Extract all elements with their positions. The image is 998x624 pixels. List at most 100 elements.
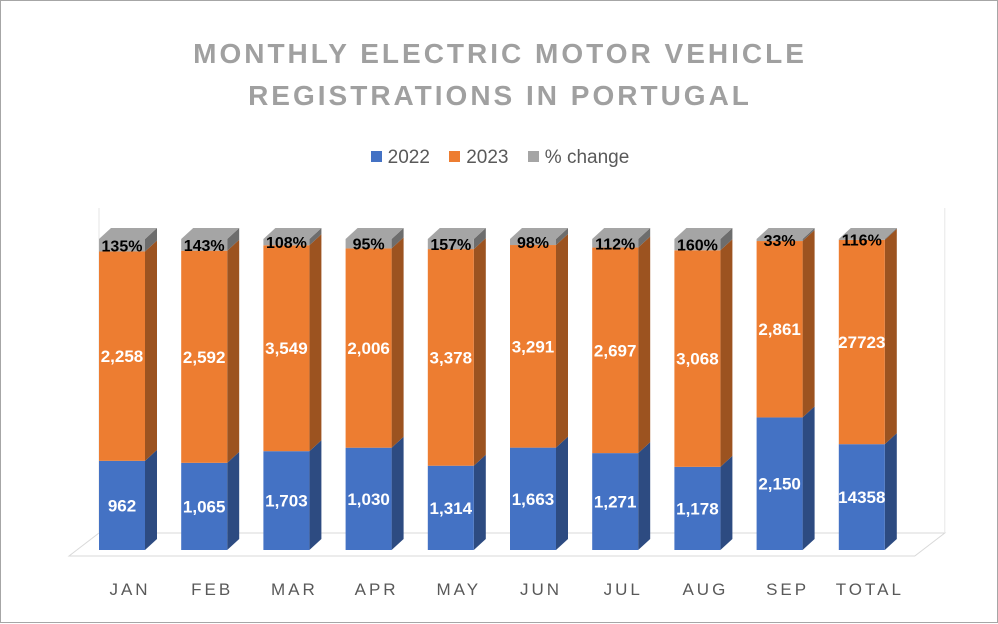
data-label-pct-change-total: 116% <box>842 232 882 249</box>
bar-2022-jun <box>510 447 556 550</box>
bar-side-2023-jun <box>556 234 568 448</box>
bar-side-2022-may <box>473 454 486 550</box>
bar-side-pct-change-sep <box>802 228 815 242</box>
data-label-2022-jun: 1,663 <box>512 490 555 509</box>
bar-side-2022-jun <box>556 436 568 550</box>
bar-side-pct-change-may <box>473 228 486 250</box>
bar-top-jan <box>99 228 157 239</box>
data-label-pct-change-mar: 108% <box>266 235 307 252</box>
legend-item-2022: 2022 <box>370 147 430 169</box>
bar-2022-may <box>427 465 474 550</box>
bar-2022-apr <box>345 447 392 550</box>
legend-swatch-pct-change <box>527 151 539 162</box>
bar-side-pct-change-mar <box>309 228 322 246</box>
bar-2022-aug <box>674 466 721 550</box>
category-label-aug: AUG <box>682 580 728 599</box>
bar-2023-feb <box>181 250 228 463</box>
data-label-2022-jan: 962 <box>108 496 136 515</box>
bar-side-pct-change-jun <box>556 228 568 246</box>
category-label-jun: JUN <box>520 580 562 599</box>
bar-side-pct-change-feb <box>227 228 240 251</box>
data-label-2023-may: 3,378 <box>430 348 473 367</box>
legend-label-2022: 2022 <box>387 147 430 168</box>
bar-side-2022-mar <box>309 440 322 550</box>
data-label-2022-feb: 1,065 <box>183 497 226 516</box>
data-label-2022-sep: 2,150 <box>758 475 801 494</box>
bar-pct-change-total <box>838 239 885 240</box>
data-label-2022-aug: 1,178 <box>676 499 719 518</box>
bar-pct-change-may <box>427 239 474 250</box>
bar-side-2023-feb <box>227 239 240 463</box>
bar-side-2023-total <box>884 228 897 445</box>
bar-side-2022-jan <box>145 449 157 550</box>
data-label-2023-mar: 3,549 <box>265 339 308 358</box>
data-label-2022-mar: 1,703 <box>265 492 308 511</box>
data-label-2022-apr: 1,030 <box>347 490 390 509</box>
bar-side-2022-jul <box>638 442 651 550</box>
category-label-jul: JUL <box>604 580 643 599</box>
data-label-2023-jun: 3,291 <box>512 337 555 356</box>
bar-side-pct-change-jul <box>638 228 651 248</box>
bar-2023-jan <box>99 251 145 461</box>
data-label-2023-jan: 2,258 <box>101 347 144 366</box>
category-label-feb: FEB <box>191 580 233 599</box>
bar-side-pct-change-total <box>884 228 897 240</box>
legend-item-pct-change: % change <box>527 147 629 169</box>
bar-side-2022-sep <box>802 406 815 550</box>
chart-title: MONTHLY ELECTRIC MOTOR VEHICLE REGISTRAT… <box>1 33 998 117</box>
data-label-pct-change-jun: 98% <box>517 235 549 252</box>
data-label-2023-apr: 2,006 <box>347 339 390 358</box>
data-label-pct-change-apr: 95% <box>353 237 385 254</box>
bar-2022-sep <box>756 417 803 550</box>
legend-label-2023: 2023 <box>466 147 509 168</box>
bar-side-2022-total <box>884 433 897 550</box>
bar-top-jun <box>510 228 568 239</box>
bar-2023-sep <box>756 241 803 418</box>
data-label-pct-change-feb: 143% <box>184 238 225 255</box>
bar-pct-change-apr <box>345 239 392 249</box>
chart-title-line-1: MONTHLY ELECTRIC MOTOR VEHICLE <box>193 38 807 69</box>
bar-pct-change-jun <box>510 239 556 246</box>
bar-top-total <box>838 228 897 239</box>
bar-2023-jul <box>592 247 639 454</box>
bar-side-2022-aug <box>720 455 733 550</box>
bar-pct-change-jan <box>99 239 145 252</box>
bar-side-2022-apr <box>391 436 404 550</box>
bar-top-may <box>427 228 486 239</box>
bar-2022-total <box>838 444 885 550</box>
bar-2022-jan <box>99 460 145 550</box>
bar-2023-mar <box>263 245 310 452</box>
legend-item-2023: 2023 <box>449 147 509 169</box>
bar-side-2023-may <box>473 238 486 466</box>
category-label-mar: MAR <box>271 580 318 599</box>
data-label-pct-change-aug: 160% <box>677 238 718 255</box>
data-label-2023-total: 27723 <box>838 333 885 352</box>
data-label-2022-total: 14358 <box>838 488 885 507</box>
category-label-jan: JAN <box>109 580 150 599</box>
data-label-2023-feb: 2,592 <box>183 348 226 367</box>
bar-side-pct-change-apr <box>391 228 404 249</box>
bar-side-2023-mar <box>309 234 322 452</box>
data-label-pct-change-jan: 135% <box>102 238 143 255</box>
bar-side-2023-jan <box>145 240 157 461</box>
data-label-2022-may: 1,314 <box>430 499 473 518</box>
bar-top-feb <box>181 228 240 239</box>
legend-swatch-2022 <box>370 151 382 162</box>
chart-legend: 2022 2023 % change <box>1 147 998 169</box>
data-label-pct-change-jul: 112% <box>595 236 635 253</box>
bar-top-mar <box>263 228 322 239</box>
bar-2023-may <box>427 249 474 466</box>
bar-side-2022-feb <box>227 451 240 550</box>
data-label-2022-jul: 1,271 <box>594 493 637 512</box>
bar-2023-jun <box>510 245 556 448</box>
chart-title-line-2: REGISTRATIONS IN PORTUGAL <box>248 80 752 111</box>
bar-side-pct-change-jan <box>145 228 157 252</box>
bar-side-pct-change-aug <box>720 228 733 251</box>
category-label-may: MAY <box>437 580 482 599</box>
bar-top-sep <box>756 228 815 239</box>
bar-pct-change-aug <box>674 239 721 251</box>
bar-top-aug <box>674 228 733 239</box>
data-label-2023-aug: 3,068 <box>676 350 719 369</box>
